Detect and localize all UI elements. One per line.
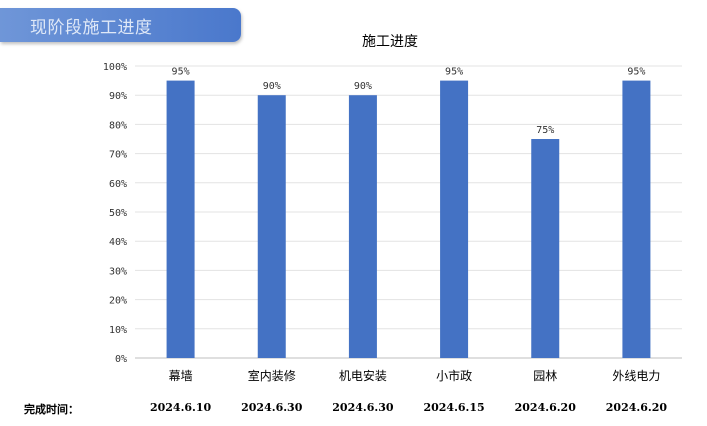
data-label: 90%	[354, 81, 372, 92]
y-tick-label: 90%	[109, 91, 127, 102]
x-tick-label: 外线电力	[612, 369, 660, 383]
y-tick-label: 70%	[109, 150, 127, 161]
completion-date: 2024.6.30	[332, 401, 394, 414]
y-tick-label: 80%	[109, 120, 127, 131]
y-tick-label: 60%	[109, 179, 127, 190]
chart-title: 施工进度	[362, 34, 418, 50]
y-tick-label: 0%	[115, 354, 127, 365]
x-tick-label: 幕墙	[169, 369, 193, 383]
x-tick-label: 室内装修	[248, 368, 296, 383]
bar	[440, 80, 469, 358]
bar	[531, 139, 560, 358]
y-tick-label: 20%	[109, 296, 127, 307]
completion-date: 2024.6.15	[423, 401, 485, 414]
bar	[166, 80, 195, 358]
completion-date: 2024.6.30	[241, 401, 303, 414]
y-tick-label: 10%	[109, 325, 127, 336]
y-tick-label: 40%	[109, 237, 127, 248]
data-label: 95%	[445, 67, 463, 78]
completion-date: 2024.6.10	[149, 401, 212, 414]
x-tick-label: 园林	[533, 369, 557, 383]
header-banner: 现阶段施工进度	[0, 8, 241, 42]
completion-time-label: 完成时间：	[24, 403, 79, 416]
bar	[348, 95, 377, 358]
x-tick-label: 机电安装	[339, 368, 387, 383]
page-title: 现阶段施工进度	[30, 18, 153, 38]
data-label: 95%	[172, 67, 190, 78]
completion-date: 2024.6.20	[605, 401, 668, 414]
completion-date: 2024.6.20	[514, 401, 576, 414]
y-tick-label: 50%	[109, 208, 127, 219]
bar	[257, 95, 286, 358]
data-label: 90%	[263, 81, 281, 92]
bar	[622, 80, 651, 358]
y-tick-label: 100%	[103, 62, 127, 73]
x-tick-label: 小市政	[436, 368, 472, 383]
y-tick-label: 30%	[109, 266, 127, 277]
data-label: 75%	[536, 125, 554, 136]
data-label: 95%	[627, 67, 645, 78]
